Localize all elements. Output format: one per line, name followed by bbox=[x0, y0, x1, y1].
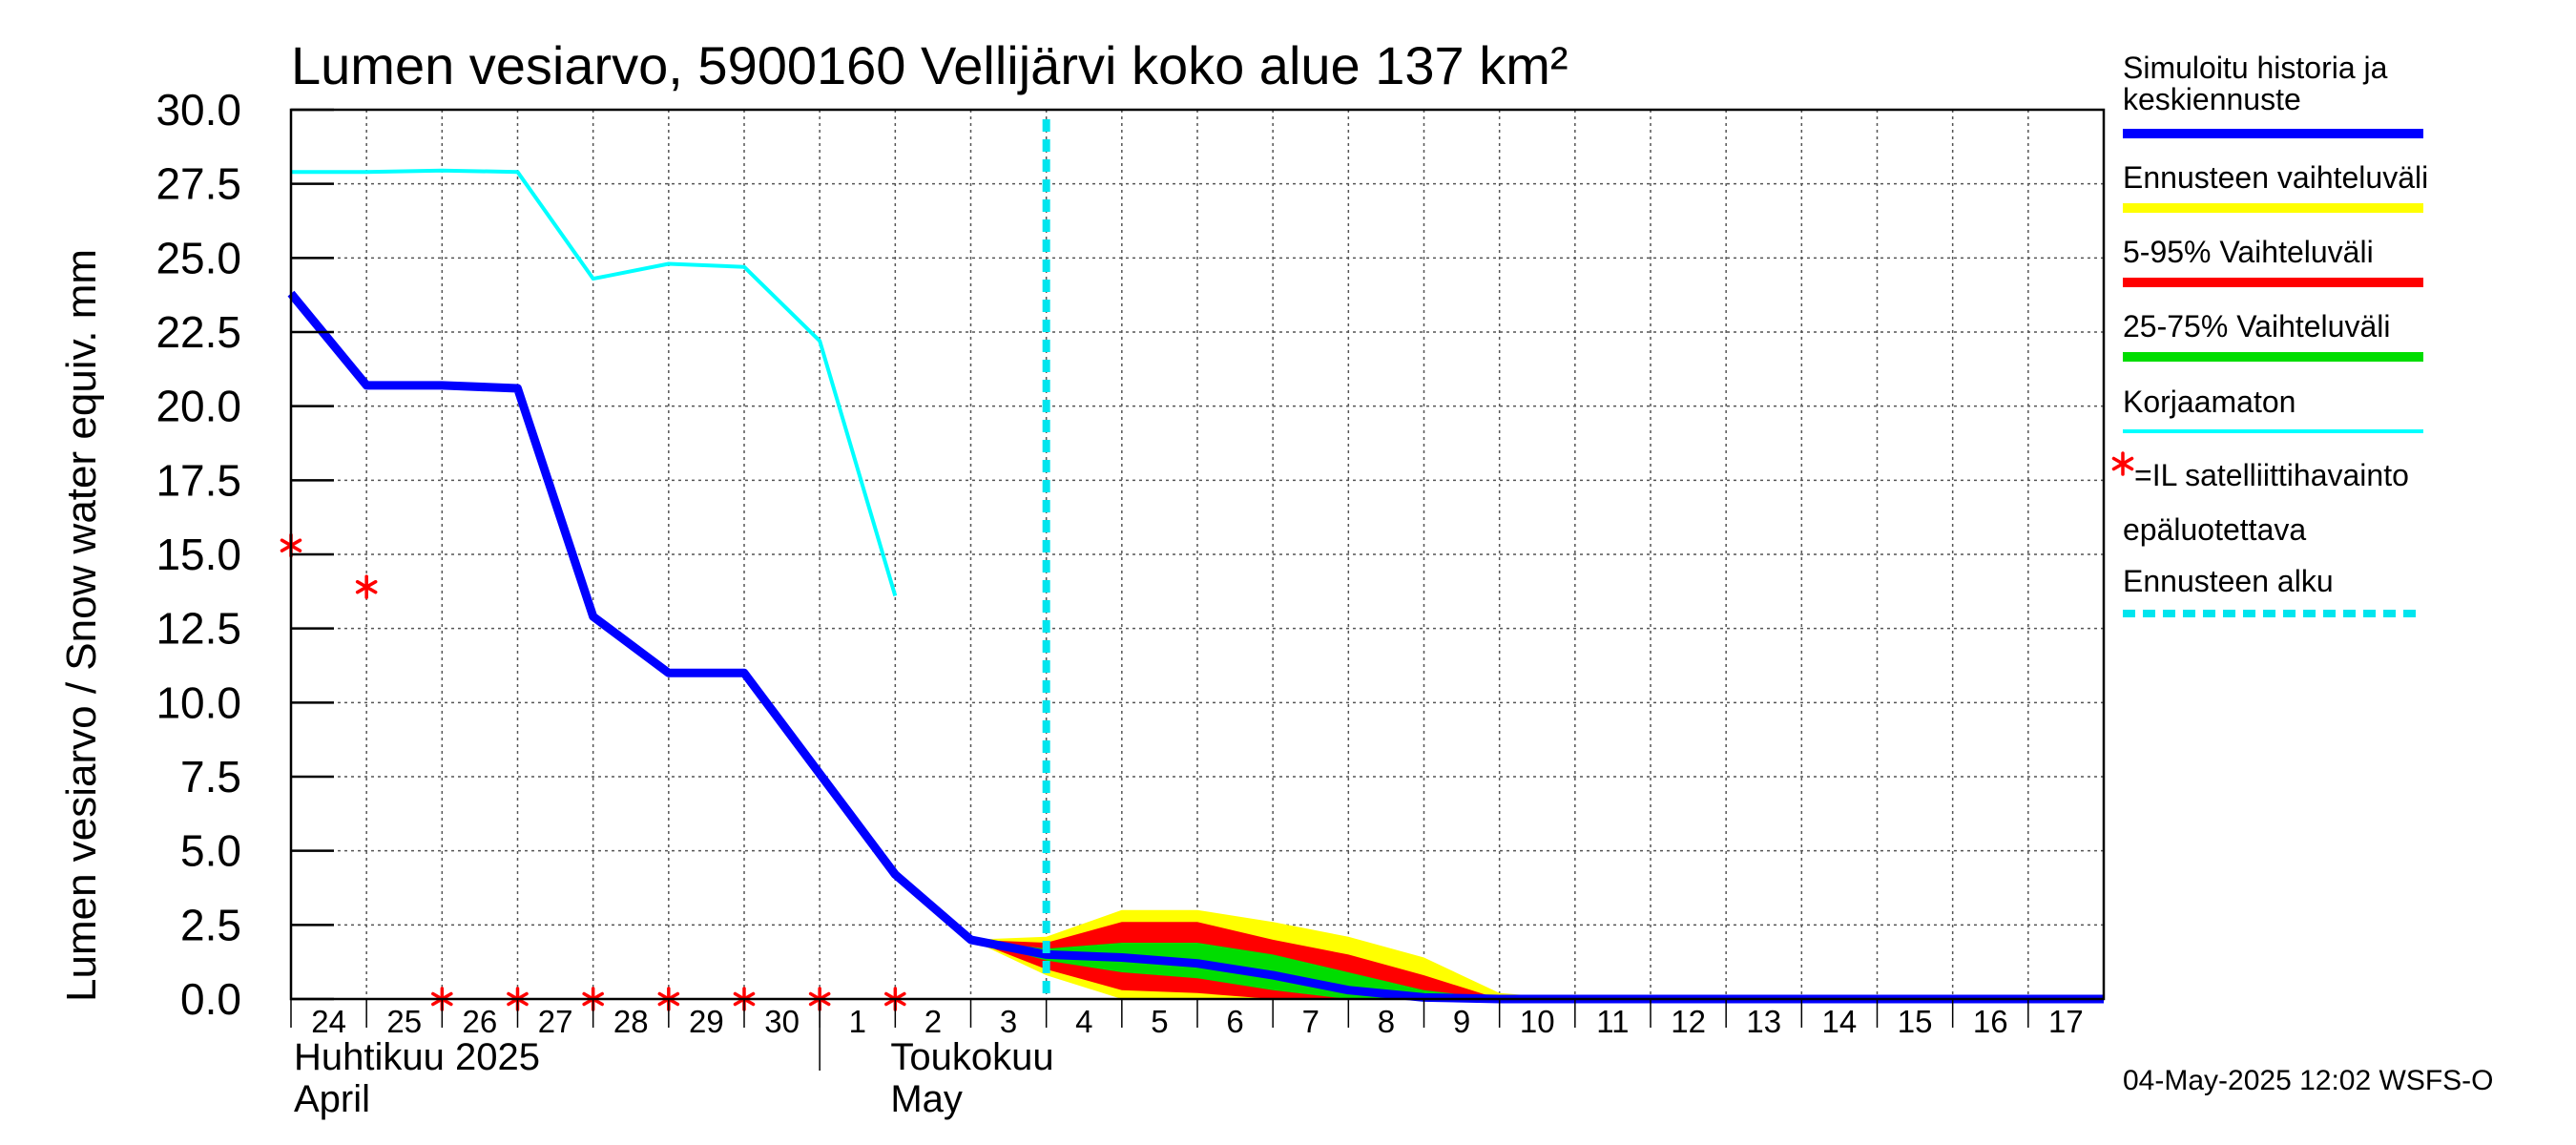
x-tick-label: 13 bbox=[1746, 1004, 1781, 1039]
month-label-april-fi: Huhtikuu 2025 bbox=[294, 1036, 540, 1078]
y-tick-label: 20.0 bbox=[156, 382, 241, 431]
x-tick-label: 8 bbox=[1378, 1004, 1395, 1039]
y-tick-label: 7.5 bbox=[180, 752, 241, 802]
x-tick-label: 26 bbox=[463, 1004, 498, 1039]
x-tick-label: 7 bbox=[1302, 1004, 1319, 1039]
y-tick-label: 25.0 bbox=[156, 233, 241, 282]
legend-star-marker bbox=[2111, 451, 2134, 476]
x-tick-label: 24 bbox=[311, 1004, 346, 1039]
legend-label: epäluotettava bbox=[2123, 512, 2306, 547]
y-tick-label: 22.5 bbox=[156, 307, 241, 357]
x-tick-label: 12 bbox=[1671, 1004, 1706, 1039]
x-tick-label: 28 bbox=[613, 1004, 649, 1039]
grid bbox=[291, 110, 2104, 999]
timestamp-footer: 04-May-2025 12:02 WSFS-O bbox=[2123, 1065, 2494, 1096]
x-tick-label: 17 bbox=[2048, 1004, 2084, 1039]
x-tick-label: 5 bbox=[1151, 1004, 1168, 1039]
x-tick-label: 15 bbox=[1898, 1004, 1933, 1039]
x-tick-label: 14 bbox=[1822, 1004, 1858, 1039]
series-line-0 bbox=[287, 290, 2104, 1004]
month-label-april-en: April bbox=[294, 1078, 370, 1120]
legend-label: keskiennuste bbox=[2123, 82, 2301, 116]
y-tick-label: 15.0 bbox=[156, 530, 241, 579]
legend-label: 25-75% Vaihteluväli bbox=[2123, 309, 2390, 344]
y-tick-label: 17.5 bbox=[156, 455, 241, 505]
y-tick-label: 10.0 bbox=[156, 677, 241, 727]
x-tick-label: 2 bbox=[924, 1004, 942, 1039]
chart-title: Lumen vesiarvo, 5900160 Vellijärvi koko … bbox=[291, 35, 1568, 95]
x-tick-label: 4 bbox=[1075, 1004, 1092, 1039]
series-line-1 bbox=[291, 168, 898, 597]
x-tick-label: 9 bbox=[1453, 1004, 1470, 1039]
y-tick-label: 30.0 bbox=[156, 85, 241, 135]
x-tick-label: 1 bbox=[849, 1004, 866, 1039]
band-2 bbox=[970, 939, 2104, 999]
y-tick-label: 27.5 bbox=[156, 159, 241, 209]
y-axis-label: Lumen vesiarvo / Snow water equiv. mm bbox=[58, 249, 105, 1002]
month-label-may-fi: Toukokuu bbox=[890, 1036, 1053, 1078]
x-tick-label: 11 bbox=[1596, 1004, 1629, 1039]
y-tick-label: 5.0 bbox=[180, 826, 241, 876]
legend-label: Ennusteen alku bbox=[2123, 564, 2334, 598]
legend-label: =IL satelliittihavainto bbox=[2134, 458, 2409, 492]
x-tick-label: 29 bbox=[689, 1004, 724, 1039]
legend-label: Simuloitu historia ja bbox=[2123, 51, 2388, 85]
x-tick-label: 25 bbox=[386, 1004, 422, 1039]
y-tick-label: 2.5 bbox=[180, 900, 241, 949]
plot-area: 0.0 2.5 5.0 7.5 10.0 12.5 15.0 17.5 20.0 22.5 25.0… bbox=[156, 85, 2106, 1120]
y-tick-label: 0.0 bbox=[180, 974, 241, 1024]
legend-label: Ennusteen vaihteluväli bbox=[2123, 160, 2428, 195]
month-label-may-en: May bbox=[890, 1078, 963, 1120]
legend-label: 5-95% Vaihteluväli bbox=[2123, 235, 2374, 269]
x-tick-label: 3 bbox=[1000, 1004, 1017, 1039]
x-tick-label: 6 bbox=[1226, 1004, 1243, 1039]
x-tick-label: 10 bbox=[1520, 1004, 1555, 1039]
legend-label: Korjaamaton bbox=[2123, 385, 2296, 419]
observation-marker bbox=[355, 574, 378, 599]
y-tick-label: 12.5 bbox=[156, 604, 241, 654]
x-tick-label: 16 bbox=[1973, 1004, 2008, 1039]
x-tick-label: 27 bbox=[538, 1004, 573, 1039]
x-tick-label: 30 bbox=[764, 1004, 800, 1039]
